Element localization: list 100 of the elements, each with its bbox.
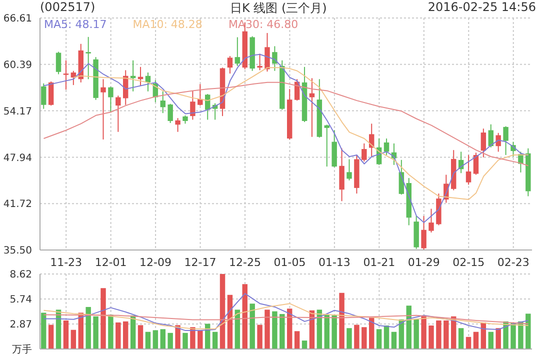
text: 2016-02-25 14:56	[428, 0, 536, 14]
bar	[41, 312, 46, 349]
bar	[421, 316, 426, 349]
bar	[198, 330, 203, 349]
y-tick-label: 万手	[12, 344, 32, 356]
bar	[257, 324, 262, 349]
candlestick	[496, 132, 501, 152]
bar	[212, 332, 218, 349]
y-tick-label: 54.17	[3, 106, 32, 118]
bar	[376, 329, 382, 349]
candlestick	[264, 32, 270, 72]
candlestick	[100, 78, 106, 140]
chart-subtitle: 日K 线图 (三个月)	[230, 0, 327, 17]
bar	[264, 310, 270, 349]
x-tick-label: 02-15	[452, 256, 485, 269]
bar	[280, 314, 285, 349]
bar	[510, 322, 516, 349]
bar	[250, 304, 255, 349]
bar	[332, 315, 337, 349]
bar	[458, 328, 464, 349]
x-tick-label: 01-05	[274, 256, 306, 269]
bar	[362, 327, 367, 349]
x-tick-label: 02-23	[497, 256, 530, 269]
candlestick	[480, 128, 486, 158]
candlestick	[168, 103, 173, 124]
bar	[145, 332, 151, 349]
bar	[428, 326, 434, 349]
candlestick	[48, 80, 54, 106]
bar	[160, 329, 166, 349]
bar	[391, 332, 397, 349]
x-tick-label: 12-09	[140, 256, 172, 269]
line-series	[43, 293, 529, 332]
bar	[138, 325, 144, 349]
bar	[414, 319, 419, 349]
y-tick-label: 5.74	[10, 294, 32, 306]
bar	[48, 324, 54, 349]
candlestick	[421, 215, 426, 250]
candlestick	[175, 118, 180, 132]
bar	[63, 320, 69, 349]
candlestick	[190, 90, 196, 120]
candlestick	[339, 148, 344, 202]
candlestick	[227, 56, 233, 74]
candlestick	[116, 95, 121, 132]
bar	[526, 314, 531, 349]
bar	[108, 314, 114, 349]
y-tick-label: 60.39	[3, 60, 32, 71]
chart-title: (002517)	[40, 0, 96, 14]
bar	[116, 322, 121, 349]
bar	[175, 325, 180, 349]
candlestick	[324, 124, 330, 168]
candlestick	[346, 158, 352, 181]
candlestick	[309, 78, 315, 138]
bar	[190, 327, 196, 349]
bar	[436, 320, 442, 349]
candlestick	[257, 53, 262, 71]
candlestick	[473, 152, 479, 176]
bar	[369, 318, 374, 349]
bar	[70, 330, 76, 349]
bar	[294, 331, 300, 349]
y-tick-label: 35.50	[3, 246, 32, 257]
bar	[182, 332, 188, 349]
line-series	[43, 314, 529, 324]
bar	[473, 332, 479, 349]
candlestick	[108, 86, 114, 113]
bar	[100, 288, 106, 349]
candlestick	[369, 123, 374, 158]
bar	[503, 321, 508, 349]
candlestick	[384, 138, 390, 156]
bar	[346, 328, 352, 349]
x-tick-label: 12-01	[94, 256, 127, 269]
text: MA5: 48.17	[44, 18, 107, 31]
bar	[86, 306, 91, 349]
candlestick	[41, 82, 46, 110]
candlestick	[198, 84, 203, 106]
bar	[242, 284, 248, 349]
candlestick	[272, 46, 278, 72]
y-tick-label: 66.61	[3, 14, 32, 25]
candlestick	[488, 124, 494, 148]
line-series	[43, 303, 529, 330]
bar	[444, 320, 449, 349]
y-tick-label: 8.62	[10, 270, 32, 281]
x-tick-label: 12-17	[184, 256, 216, 269]
bar	[234, 310, 240, 349]
bar	[324, 314, 330, 349]
y-tick-label: 47.94	[3, 152, 32, 164]
y-tick-label: 41.72	[3, 199, 32, 210]
y-tick-label: 2.87	[10, 320, 32, 331]
x-tick-label: 11-23	[50, 256, 82, 269]
candlestick	[428, 208, 434, 233]
x-tick-label: 12-25	[229, 256, 261, 269]
x-tick-label: 01-21	[363, 256, 396, 269]
x-tick-label: 01-29	[408, 256, 440, 269]
candlestick	[86, 36, 91, 80]
bar	[302, 340, 308, 349]
bar	[272, 311, 278, 349]
bar	[384, 326, 390, 349]
bar	[488, 332, 494, 349]
candlestick	[56, 51, 62, 75]
candlestick	[63, 60, 69, 90]
bar	[339, 292, 344, 349]
